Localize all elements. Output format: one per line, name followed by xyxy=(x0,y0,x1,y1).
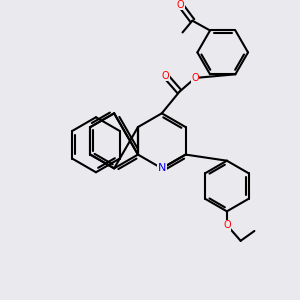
Text: O: O xyxy=(223,220,231,230)
Text: N: N xyxy=(158,163,166,173)
Text: O: O xyxy=(177,0,184,10)
Text: O: O xyxy=(162,71,169,81)
Text: O: O xyxy=(191,73,199,83)
